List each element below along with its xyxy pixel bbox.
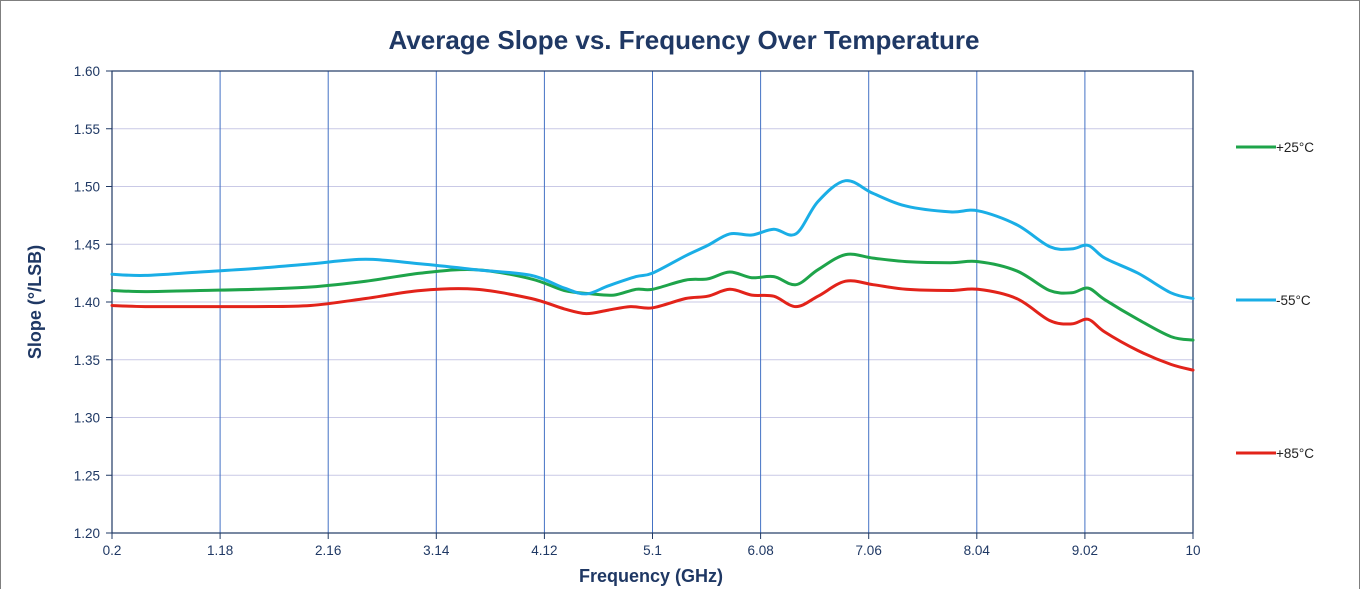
x-tick-label: 10 [1185,543,1200,558]
legend-label-1: -55°C [1276,293,1311,308]
x-tick-label: 5.1 [643,543,662,558]
y-tick-label: 1.60 [74,64,100,79]
series-line-2 [110,279,1195,372]
x-tick-label: 7.06 [856,543,882,558]
y-tick-label: 1.40 [74,295,100,310]
x-tick-label: 2.16 [315,543,341,558]
y-tick-label: 1.25 [74,468,100,483]
y-tick-label: 1.20 [74,526,100,541]
y-tick-label: 1.50 [74,180,100,195]
x-axis-label: Frequency (GHz) [579,566,723,586]
series-line-1 [110,179,1195,300]
y-axis-label: Slope (°/LSB) [25,245,45,359]
y-tick-label: 1.55 [74,122,100,137]
y-axis-ticks: 1.20 1.25 1.30 1.35 1.40 1.45 1.50 1.55 1.60 [74,64,112,541]
x-tick-label: 1.18 [207,543,233,558]
gridlines [112,71,1193,533]
x-tick-label: 4.12 [531,543,557,558]
y-tick-label: 1.35 [74,353,100,368]
x-tick-label: 3.14 [423,543,450,558]
series-lines [110,179,1195,372]
legend-label-0: +25°C [1276,140,1314,155]
x-axis-ticks: 0.2 1.18 2.16 3.14 4.12 5.1 6.08 7.06 8.04 9.02 10 [103,533,1201,558]
chart-title: Average Slope vs. Frequency Over Tempera… [388,25,979,55]
x-tick-label: 8.04 [964,543,991,558]
legend: +25°C -55°C +85°C [1236,140,1314,461]
y-tick-label: 1.30 [74,411,100,426]
series-line-0 [110,252,1195,342]
x-tick-label: 0.2 [103,543,122,558]
x-tick-label: 6.08 [747,543,773,558]
y-tick-label: 1.45 [74,237,100,252]
legend-label-2: +85°C [1276,446,1314,461]
x-tick-label: 9.02 [1072,543,1098,558]
